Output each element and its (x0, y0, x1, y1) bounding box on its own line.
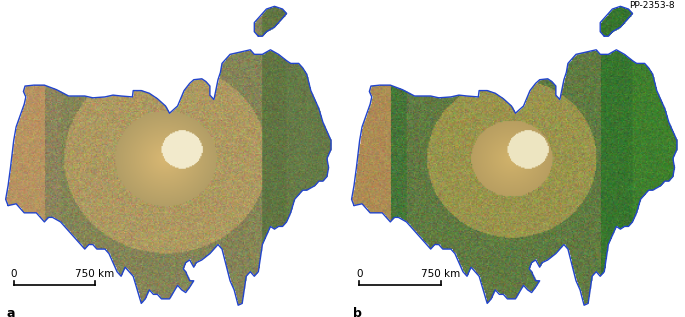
Text: 0: 0 (356, 269, 363, 279)
Text: 750 km: 750 km (421, 269, 460, 279)
Text: 0: 0 (10, 269, 17, 279)
Text: PP-2353-8: PP-2353-8 (630, 1, 675, 10)
Text: b: b (353, 307, 362, 317)
Text: 750 km: 750 km (75, 269, 114, 279)
Text: a: a (7, 307, 15, 317)
